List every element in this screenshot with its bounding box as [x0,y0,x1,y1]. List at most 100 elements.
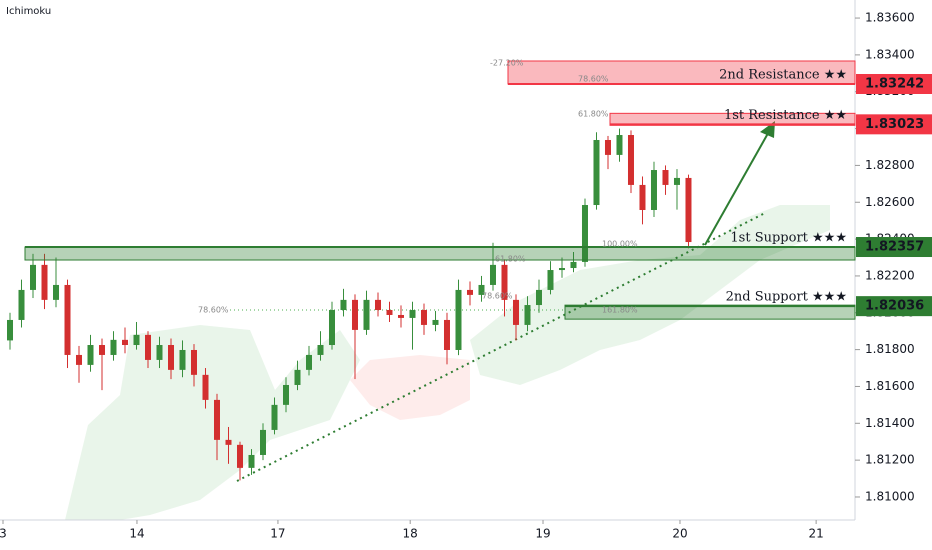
candle-body [87,345,94,365]
candle-body [604,139,611,155]
price-tag [856,114,932,135]
y-tick-label: 1.83400 [865,47,915,61]
candle-body [110,339,117,355]
cloud-green [470,205,830,385]
candle-body [340,299,347,311]
candle-body [305,354,312,370]
candle-body [593,139,600,206]
candle-body [190,349,197,375]
candle-body [501,264,508,300]
candle-body [547,270,554,290]
candle-body [512,299,519,325]
candle-body [317,345,324,355]
fib-label: 78.60% [578,75,609,84]
level-name: 2nd Support ★★★ [726,290,847,305]
candle-body [202,374,209,400]
level-zone [24,246,856,261]
trendline [236,212,766,482]
candle-body [662,170,669,185]
candle-body [581,205,588,262]
x-tick-label: 14 [129,527,144,541]
price-tag-label: 1.83023 [865,117,924,132]
candle-body [271,404,278,430]
candle-body [41,264,48,300]
price-tag [856,73,932,94]
candle-body [363,299,370,330]
y-tick-label: 1.83600 [865,11,915,25]
y-tick-label: 1.82800 [865,158,915,172]
candle-body [18,289,25,320]
projection-arrow [704,127,772,246]
candle-body [7,319,14,341]
candle-body [133,334,140,346]
fib-label: 61.80% [578,110,609,119]
candle-body [99,345,106,355]
candle-body [478,284,485,295]
candle-body [374,299,381,311]
candle-body [570,261,577,269]
candle-body [236,444,243,468]
level-name: 1st Resistance ★★ [724,108,847,123]
candle-body [489,264,496,285]
fib-label: 100.00% [602,240,638,249]
candle-body [627,135,634,185]
candle-body [168,345,174,370]
candle-body [259,429,266,455]
ichimoku-cloud [65,205,830,520]
y-tick-label: 1.81200 [865,453,915,467]
candle-body [466,289,473,295]
candle-body [225,439,232,445]
candle-body [64,284,71,355]
y-tick-label: 1.81000 [865,489,915,503]
candle-body [53,284,60,300]
x-tick-label: 20 [672,527,687,541]
y-tick-label: 1.82200 [865,268,915,282]
candle-body [328,310,335,346]
candle-body [535,289,542,306]
candle-body [650,170,657,210]
candle-body [351,299,358,330]
candle-body [673,177,680,185]
fib-label: 61.80% [495,255,526,264]
candle-body [282,384,289,405]
price-tag-label: 1.83242 [865,76,924,91]
y-tick-label: 1.81400 [865,416,915,430]
price-tag-label: 1.82357 [865,240,924,255]
candle-body [386,310,393,315]
candle-body [30,264,37,290]
candle-body [420,310,427,325]
y-tick-label: 1.81600 [865,379,915,393]
candle-body [616,135,623,155]
price-tag [856,237,932,258]
candle-body [685,177,692,243]
y-tick-label: 1.81800 [865,342,915,356]
candle-body [558,268,565,271]
fib-label: 161.80% [602,306,638,315]
price-tag [856,296,932,317]
x-tick-label: 17 [270,527,285,541]
candle-body [409,310,416,318]
candle-body [397,314,404,318]
candle-body [294,369,301,385]
candle-body [524,305,531,325]
y-tick-label: 1.82600 [865,195,915,209]
candle-body [443,319,450,350]
indicator-label: Ichimoku [6,6,51,17]
fib-label: 78.60% [198,306,229,315]
x-tick-label: 3 [0,527,7,541]
candle-body [76,354,83,365]
x-tick-label: 18 [403,527,418,541]
candle-body [156,345,163,360]
level-name: 1st Support ★★★ [730,231,847,246]
candle-body [455,289,462,350]
cloud-red [350,355,470,420]
candle-body [213,399,220,440]
candle-body [122,339,129,346]
cloud-green [65,325,360,520]
candle-body [145,334,152,360]
x-tick-label: 19 [535,527,550,541]
candle-body [179,349,186,370]
fib-label: 78.60% [482,292,513,301]
level-name: 2nd Resistance ★★ [719,67,847,82]
